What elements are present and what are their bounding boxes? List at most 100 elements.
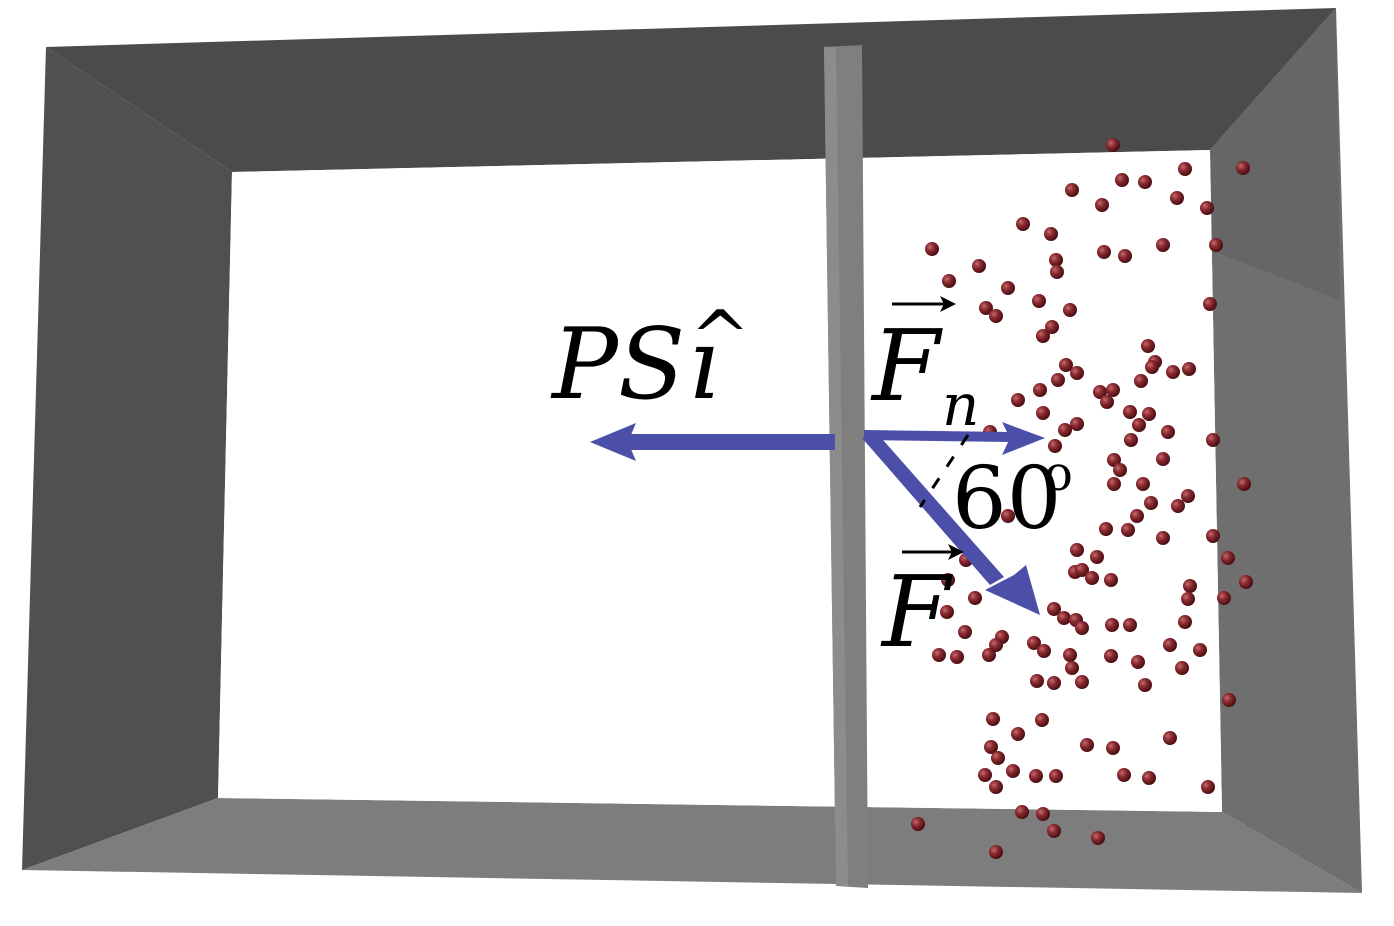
gas-particle [1049,769,1063,783]
particle-force-label: F [880,544,964,670]
gas-particle [1104,649,1118,663]
gas-particle [1036,329,1050,343]
gas-particle [1001,281,1015,295]
gas-particle [1058,423,1072,437]
gas-particle [1011,393,1025,407]
gas-particle [1144,496,1158,510]
pressure-force-arrow [590,423,835,461]
gas-particle [1181,489,1195,503]
gas-particle [1156,452,1170,466]
gas-particle [1075,675,1089,689]
gas-particle [1123,405,1137,419]
gas-particle [1183,579,1197,593]
gas-particle [958,625,972,639]
gas-particle [1091,831,1105,845]
gas-particle [1107,477,1121,491]
angle-value: 60 [952,449,1061,549]
piston-edge [824,47,848,886]
gas-particle [1221,551,1235,565]
gas-particle [989,309,1003,323]
gas-particle [1239,575,1253,589]
gas-particle [1206,433,1220,447]
gas-particle [1070,417,1084,431]
gas-particles [911,138,1253,859]
gas-particle [1163,731,1177,745]
gas-particle [1001,509,1015,523]
gas-particle [989,638,1003,652]
gas-particle [941,573,955,587]
gas-particle [1050,265,1064,279]
gas-particle [978,768,992,782]
gas-particle [982,648,996,662]
gas-particle [989,780,1003,794]
gas-particle [1217,591,1231,605]
gas-particle [1236,161,1250,175]
force-arrows [590,422,1045,615]
gas-particle [1093,385,1107,399]
gas-particle [950,650,964,664]
right-wall-shade [1210,8,1340,300]
gas-particle [1104,573,1118,587]
normal-force-label: F n [870,296,979,439]
gas-particle [1063,303,1077,317]
gas-particle [1100,395,1114,409]
gas-particle [1118,249,1132,263]
gas-particle [1163,638,1177,652]
gas-particle [1048,439,1062,453]
gas-particle [1182,362,1196,376]
gas-particle [1136,477,1150,491]
gas-particle [1036,807,1050,821]
gas-particle [1138,678,1152,692]
gas-particle [1063,648,1077,662]
gas-particle [1033,383,1047,397]
gas-particle [1117,768,1131,782]
gas-particle [1099,522,1113,536]
normal-force-subscript: n [942,371,979,439]
normal-force-letter: F [870,310,943,424]
gas-particle [1156,238,1170,252]
gas-particle [1171,499,1185,513]
gas-particle [1106,138,1120,152]
gas-particle [1015,805,1029,819]
gas-particle [1029,769,1043,783]
gas-particle [1051,373,1065,387]
gas-particle [1170,191,1184,205]
gas-particle [1156,531,1170,545]
gas-particle [1105,618,1119,632]
gas-particle [1085,571,1099,585]
gas-particle [1065,661,1079,675]
gas-particle [1097,245,1111,259]
gas-particle [1030,674,1044,688]
gas-particle [1131,655,1145,669]
gas-particle [1166,365,1180,379]
gas-particle [1175,661,1189,675]
gas-particle [1201,780,1215,794]
gas-particle [1059,358,1073,372]
gas-particle [1095,198,1109,212]
pressure-force-label: PS ı ^ [550,295,750,422]
gas-particle [968,591,982,605]
particle-force-letter: F [880,556,953,670]
gas-particle [1113,463,1127,477]
particle-force-arrow [862,432,1040,615]
gas-particle [1075,563,1089,577]
gas-particle [1049,253,1063,267]
gas-particle [1222,693,1236,707]
gas-particle [1035,713,1049,727]
gas-particle [911,817,925,831]
gas-particle [979,301,993,315]
gas-particle [1045,320,1059,334]
gas-particle [1134,374,1148,388]
pressure-force-text: PS [550,308,685,422]
gas-particle [1209,238,1223,252]
gas-particle [1178,615,1192,629]
angle-label: 60 o [952,446,1073,549]
gas-particle [986,712,1000,726]
gas-particle [1138,175,1152,189]
gas-particle [1057,611,1071,625]
gas-particle [1181,592,1195,606]
angle-degree: o [1044,446,1073,502]
gas-particle [1044,227,1058,241]
gas-particle [991,751,1005,765]
